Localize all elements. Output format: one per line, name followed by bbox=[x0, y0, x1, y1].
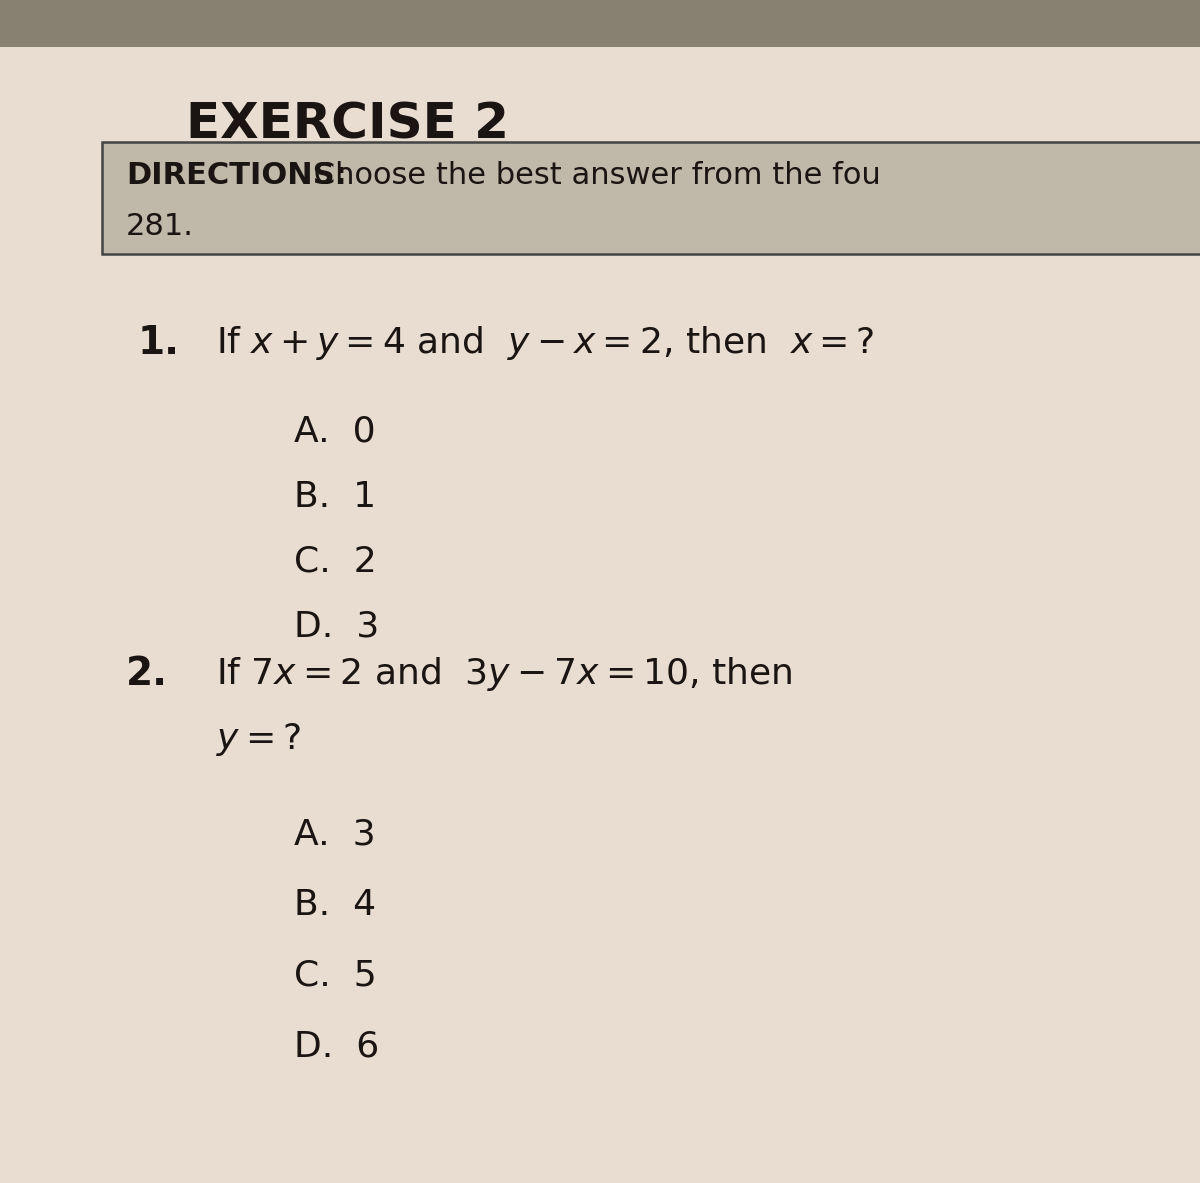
FancyBboxPatch shape bbox=[102, 142, 1200, 254]
Text: Choose the best answer from the fou: Choose the best answer from the fou bbox=[304, 161, 881, 189]
Text: C.  2: C. 2 bbox=[294, 545, 377, 578]
Text: D.  3: D. 3 bbox=[294, 610, 379, 644]
Text: A.  3: A. 3 bbox=[294, 817, 376, 851]
Text: If $x+y=4$ and  $y-x=2$, then  $x=?$: If $x+y=4$ and $y-x=2$, then $x=?$ bbox=[216, 324, 875, 362]
Text: 1.: 1. bbox=[138, 324, 180, 362]
Text: EXERCISE 2: EXERCISE 2 bbox=[186, 101, 509, 148]
Text: A.  0: A. 0 bbox=[294, 415, 376, 448]
Text: If $7x=2$ and  $3y-7x=10$, then: If $7x=2$ and $3y-7x=10$, then bbox=[216, 655, 792, 693]
Text: C.  5: C. 5 bbox=[294, 959, 377, 993]
Text: DIRECTIONS:: DIRECTIONS: bbox=[126, 161, 347, 189]
FancyBboxPatch shape bbox=[0, 0, 1200, 47]
Text: B.  1: B. 1 bbox=[294, 480, 376, 513]
Text: 281.: 281. bbox=[126, 212, 194, 241]
Text: 2.: 2. bbox=[126, 655, 168, 693]
Text: B.  4: B. 4 bbox=[294, 888, 376, 922]
Text: D.  6: D. 6 bbox=[294, 1030, 379, 1064]
Text: $y=?$: $y=?$ bbox=[216, 720, 301, 758]
